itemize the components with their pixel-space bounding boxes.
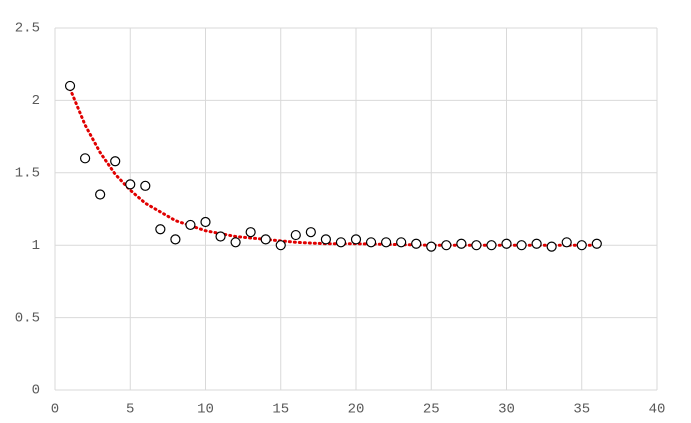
data-point <box>426 241 437 252</box>
data-point <box>561 237 572 248</box>
y-tick-label: 1 <box>32 238 40 254</box>
data-point <box>170 234 181 245</box>
x-tick-label: 20 <box>348 402 365 418</box>
data-point <box>230 237 241 248</box>
y-tick-label: 2.5 <box>15 21 40 37</box>
data-point <box>260 234 271 245</box>
x-tick-label: 30 <box>498 402 515 418</box>
data-point <box>245 227 256 238</box>
data-point <box>486 240 497 251</box>
data-point <box>155 224 166 235</box>
data-point <box>576 240 587 251</box>
data-point <box>140 180 151 191</box>
data-point <box>125 179 136 190</box>
data-point <box>110 156 121 167</box>
y-tick-label: 1.5 <box>15 166 40 182</box>
x-tick-label: 10 <box>197 402 214 418</box>
data-point <box>411 238 422 249</box>
data-point <box>456 238 467 249</box>
data-point <box>64 80 76 92</box>
x-tick-label: 40 <box>649 402 666 418</box>
data-point <box>546 241 557 252</box>
x-tick-label: 25 <box>423 402 440 418</box>
data-point <box>365 237 377 248</box>
data-point <box>290 229 301 241</box>
data-point <box>335 237 347 248</box>
data-point <box>441 240 452 251</box>
data-point <box>79 153 91 164</box>
data-point <box>95 189 106 200</box>
x-tick-label: 35 <box>573 402 590 418</box>
y-tick-label: 0.5 <box>15 310 40 326</box>
trend-line <box>68 87 599 247</box>
y-tick-label: 2 <box>32 93 40 109</box>
data-point <box>185 219 196 231</box>
data-point <box>381 237 392 248</box>
x-tick-label: 5 <box>126 402 134 418</box>
data-point <box>531 238 542 249</box>
data-point <box>471 240 482 251</box>
data-point <box>305 227 316 238</box>
data-point <box>501 238 512 249</box>
data-point <box>215 231 226 242</box>
data-point <box>275 240 286 251</box>
data-point <box>200 216 211 228</box>
x-tick-label: 15 <box>272 402 289 418</box>
y-tick-label: 0 <box>32 383 40 399</box>
data-point <box>591 238 602 249</box>
x-tick-label: 0 <box>51 402 59 418</box>
data-point <box>350 234 362 245</box>
data-point <box>396 237 407 248</box>
data-point <box>320 234 331 245</box>
data-point <box>516 240 527 251</box>
